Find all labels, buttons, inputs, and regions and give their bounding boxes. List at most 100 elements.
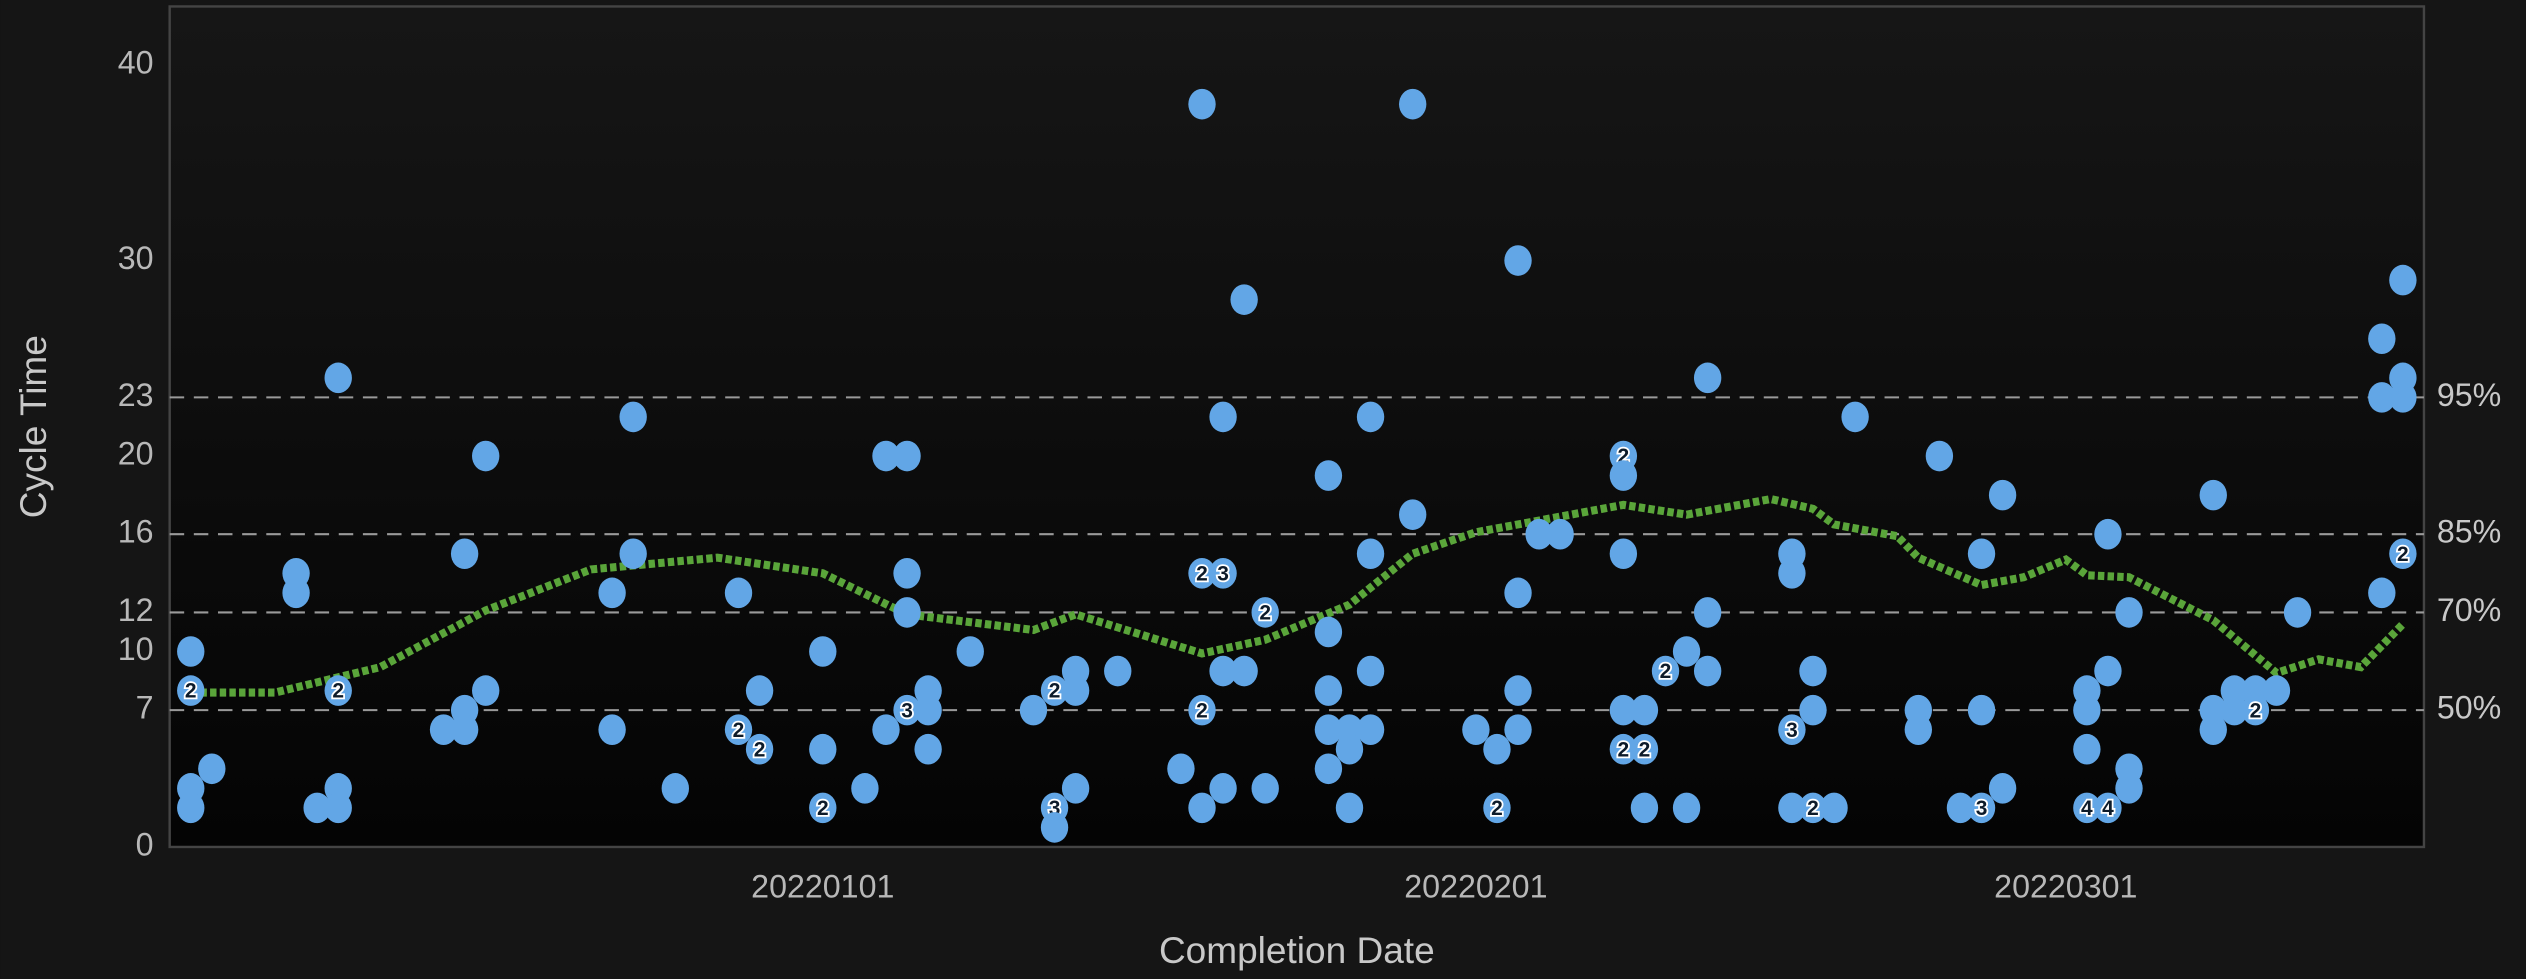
point bbox=[1167, 753, 1195, 785]
point bbox=[450, 538, 479, 570]
point bbox=[2389, 264, 2417, 296]
point bbox=[1799, 792, 1827, 824]
point bbox=[1504, 245, 1532, 276]
point bbox=[2094, 792, 2122, 824]
point bbox=[1040, 812, 1069, 843]
point-count: 2 bbox=[2397, 543, 2409, 566]
point bbox=[1630, 792, 1659, 824]
point bbox=[1609, 694, 1638, 726]
point bbox=[177, 792, 205, 824]
point bbox=[1230, 655, 1258, 687]
point bbox=[598, 714, 626, 745]
point-count: 3 bbox=[1217, 562, 1229, 585]
point bbox=[1967, 694, 1996, 726]
y-tick-label: 16 bbox=[118, 514, 154, 550]
point-count: 2 bbox=[1049, 680, 1061, 703]
point bbox=[2094, 655, 2122, 687]
point bbox=[1630, 694, 1659, 726]
point bbox=[745, 675, 774, 706]
point bbox=[1251, 773, 1279, 804]
point bbox=[1356, 714, 1385, 745]
point bbox=[809, 792, 837, 824]
point bbox=[1609, 460, 1638, 491]
point bbox=[598, 577, 626, 609]
x-tick-label: 20220101 bbox=[751, 868, 894, 904]
point bbox=[893, 558, 921, 589]
y-tick-label: 23 bbox=[118, 377, 154, 413]
point bbox=[1609, 538, 1638, 570]
point-count: 2 bbox=[754, 738, 766, 761]
point-count: 2 bbox=[1491, 797, 1503, 820]
point bbox=[2389, 382, 2417, 413]
point bbox=[1630, 733, 1659, 765]
point bbox=[1209, 655, 1237, 687]
point bbox=[872, 440, 900, 472]
y-tick-label: 7 bbox=[136, 690, 154, 726]
point-count: 3 bbox=[1976, 797, 1988, 820]
point bbox=[1693, 362, 1722, 394]
point bbox=[1967, 538, 1996, 570]
point bbox=[303, 792, 331, 824]
point-count: 2 bbox=[1807, 797, 1819, 820]
point bbox=[1335, 733, 1364, 765]
point bbox=[2094, 518, 2122, 550]
point bbox=[893, 440, 921, 472]
point-count: 2 bbox=[185, 680, 197, 703]
point bbox=[1546, 518, 1574, 550]
point bbox=[956, 636, 984, 667]
y-tick-label: 10 bbox=[118, 631, 154, 667]
y-axis-title: Cycle Time bbox=[12, 335, 54, 518]
point bbox=[893, 597, 921, 628]
point-count: 2 bbox=[1259, 602, 1271, 625]
point bbox=[1651, 655, 1680, 687]
point bbox=[1356, 538, 1385, 570]
point-count: 2 bbox=[1196, 562, 1208, 585]
point bbox=[1356, 401, 1385, 433]
point bbox=[1778, 714, 1806, 745]
point bbox=[1399, 499, 1427, 530]
point bbox=[1314, 616, 1343, 648]
y-tick-label: 40 bbox=[118, 45, 154, 81]
point bbox=[619, 401, 647, 433]
point bbox=[2199, 714, 2227, 745]
point bbox=[1019, 694, 1048, 726]
point bbox=[198, 753, 226, 785]
point bbox=[2220, 675, 2249, 706]
point bbox=[2241, 694, 2270, 726]
point bbox=[177, 636, 205, 667]
point bbox=[324, 362, 352, 394]
trend-line bbox=[190, 494, 2406, 697]
point bbox=[724, 714, 753, 745]
point bbox=[809, 636, 837, 667]
point bbox=[893, 694, 921, 726]
point bbox=[1988, 479, 2017, 511]
point bbox=[1061, 675, 1090, 706]
point bbox=[1799, 694, 1827, 726]
point-count: 2 bbox=[1660, 660, 1672, 683]
point-count: 2 bbox=[1196, 699, 1208, 722]
point bbox=[1209, 401, 1237, 433]
point bbox=[1188, 694, 1216, 726]
x-tick-label: 20220201 bbox=[1404, 868, 1547, 904]
point bbox=[1988, 773, 2017, 804]
point bbox=[2283, 597, 2312, 628]
point bbox=[1946, 792, 1975, 824]
point bbox=[1251, 597, 1279, 628]
point bbox=[851, 773, 879, 804]
point bbox=[1904, 714, 1933, 745]
point bbox=[2073, 792, 2101, 824]
point bbox=[1841, 401, 1869, 433]
point bbox=[1230, 284, 1258, 315]
y-tick-label: 12 bbox=[118, 592, 154, 628]
point bbox=[1188, 558, 1216, 589]
point bbox=[872, 714, 900, 745]
point bbox=[914, 694, 942, 726]
point bbox=[324, 675, 352, 706]
point bbox=[1209, 773, 1237, 804]
point bbox=[1061, 773, 1090, 804]
x-axis-title: Completion Date bbox=[1159, 929, 1435, 971]
point bbox=[472, 675, 500, 706]
point bbox=[2115, 773, 2143, 804]
point bbox=[1040, 675, 1069, 706]
point bbox=[745, 733, 774, 765]
